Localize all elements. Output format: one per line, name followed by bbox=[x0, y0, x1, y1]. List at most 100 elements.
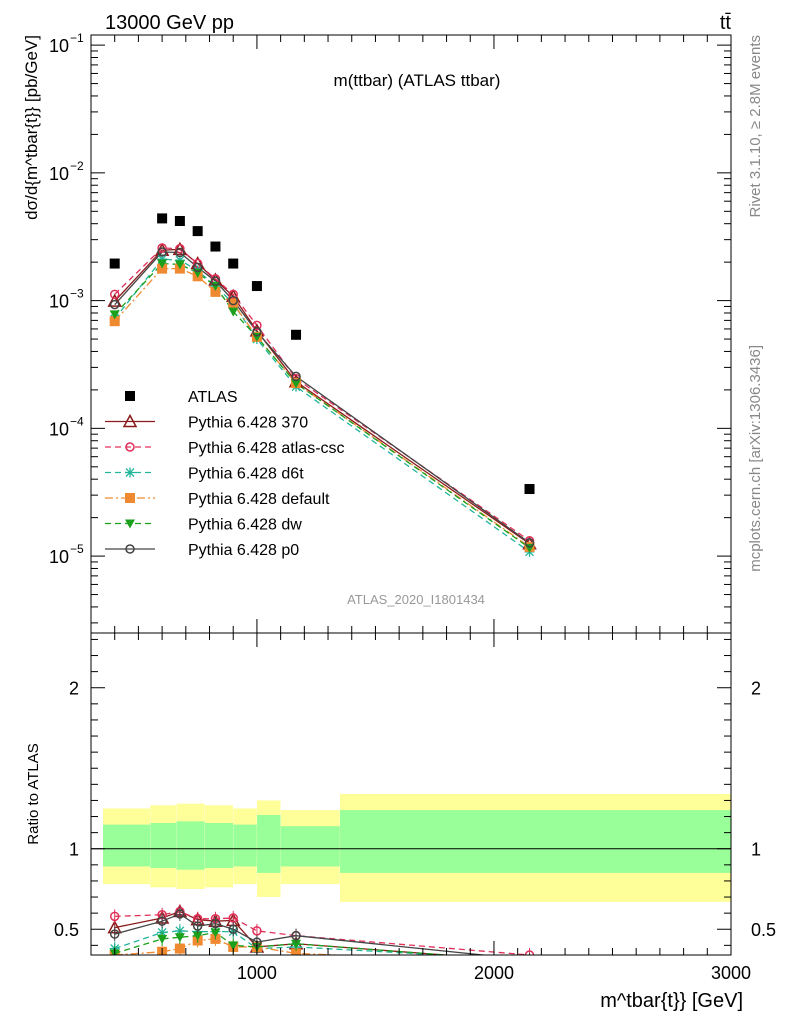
data-point-atlas bbox=[210, 241, 221, 252]
legend-label-p370: Pythia 6.428 370 bbox=[188, 415, 308, 432]
x-tick-label: 2000 bbox=[474, 963, 514, 983]
side-label-rivet: Rivet 3.1.10, ≥ 2.8M events bbox=[747, 35, 764, 218]
ratio-point-default bbox=[291, 948, 302, 955]
data-point-dw bbox=[228, 307, 239, 317]
data-point-p370 bbox=[107, 293, 122, 307]
x-axis-label: m^tbar{t}} [GeV] bbox=[600, 990, 743, 1012]
data-point-p0 bbox=[228, 295, 238, 306]
ratio-point-p0 bbox=[157, 916, 167, 926]
data-point-d6t bbox=[174, 255, 185, 266]
data-point-atlascsc bbox=[228, 289, 238, 300]
y-tick-exponent: −3 bbox=[70, 287, 84, 301]
data-point-atlas bbox=[192, 226, 203, 237]
data-point-p0 bbox=[252, 327, 262, 337]
data-point-p0 bbox=[192, 262, 203, 273]
ratio-point-atlascsc bbox=[252, 926, 262, 936]
ratio-frame bbox=[90, 632, 732, 956]
data-point-atlas bbox=[109, 258, 120, 269]
y-tick-label: 10 bbox=[49, 164, 69, 184]
ratio-point-p370 bbox=[528, 953, 531, 955]
data-point-atlascsc bbox=[175, 243, 185, 254]
legend-label-d6t: Pythia 6.428 d6t bbox=[188, 466, 304, 483]
y-tick-label: 10 bbox=[49, 547, 69, 567]
ratio-point-p0 bbox=[210, 918, 221, 929]
uncertainty-band-inner bbox=[150, 822, 177, 869]
y-axis-label: dσ/d{m^tbar{t}} [pb/GeV] bbox=[22, 35, 41, 220]
uncertainty-band-inner bbox=[340, 810, 731, 873]
data-point-default bbox=[157, 263, 168, 274]
ratio-point-p0 bbox=[192, 921, 203, 931]
data-point-atlas bbox=[251, 281, 262, 292]
main-frame bbox=[90, 34, 732, 634]
series-line-p370 bbox=[114, 248, 530, 545]
ratio-y-tick-label: 1 bbox=[69, 840, 79, 860]
ratio-point-dw bbox=[525, 957, 535, 966]
ratio-y-tick-label: 2 bbox=[69, 679, 79, 699]
legend-marker-p0 bbox=[125, 544, 135, 554]
data-point-atlascsc bbox=[157, 243, 167, 253]
legend-marker-dw bbox=[125, 519, 135, 529]
legend-label-atlas: ATLAS bbox=[188, 389, 238, 406]
series-line-d6t bbox=[114, 258, 530, 553]
legend-marker-d6t bbox=[125, 467, 135, 478]
data-point-dw bbox=[174, 260, 185, 270]
analysis-id-label: ATLAS_2020_I1801434 bbox=[347, 592, 485, 607]
data-point-p0 bbox=[157, 247, 167, 257]
data-point-p0 bbox=[210, 276, 221, 286]
ratio-point-dw bbox=[192, 931, 203, 941]
uncertainty-band-inner bbox=[280, 826, 340, 867]
data-point-atlas bbox=[228, 258, 239, 269]
data-point-p0 bbox=[109, 299, 120, 310]
uncertainty-band-inner bbox=[204, 822, 234, 869]
y-tick-exponent: −1 bbox=[70, 31, 84, 45]
ratio-point-p0 bbox=[109, 929, 120, 939]
data-point-p0 bbox=[291, 371, 301, 382]
y-tick-label: 10 bbox=[49, 36, 69, 56]
ratio-point-dw bbox=[157, 934, 168, 944]
legend-label-default: Pythia 6.428 default bbox=[188, 491, 330, 508]
legend-marker-atlas bbox=[125, 391, 135, 401]
data-point-atlascsc bbox=[109, 289, 120, 300]
y-tick-label: 10 bbox=[49, 292, 69, 312]
ratio-point-default bbox=[525, 958, 535, 968]
data-point-atlas bbox=[174, 215, 185, 226]
data-point-default bbox=[109, 316, 120, 327]
y-tick-exponent: −5 bbox=[70, 542, 84, 556]
ratio-y-tick-label-right: 0.5 bbox=[751, 920, 776, 940]
plot-title: m(ttbar) (ATLAS ttbar) bbox=[334, 71, 501, 90]
data-point-dw bbox=[157, 259, 168, 269]
uncertainty-band-inner bbox=[103, 824, 151, 867]
legend-label-p0: Pythia 6.428 p0 bbox=[188, 542, 299, 559]
legend-label-dw: Pythia 6.428 dw bbox=[188, 517, 302, 534]
x-tick-label: 1000 bbox=[237, 963, 277, 983]
ratio-point-dw bbox=[291, 939, 302, 949]
data-point-atlas bbox=[524, 484, 535, 495]
header-right-label: tt̄ bbox=[720, 12, 732, 34]
y-tick-exponent: −2 bbox=[70, 159, 84, 173]
ratio-point-atlascsc bbox=[228, 913, 238, 923]
data-point-atlas bbox=[157, 213, 168, 224]
series-line-atlascsc bbox=[114, 247, 530, 542]
ratio-y-tick-label-right: 1 bbox=[751, 840, 761, 860]
series-line-dw bbox=[114, 262, 530, 549]
ratio-point-atlascsc bbox=[524, 950, 535, 955]
ratio-point-p0 bbox=[228, 924, 238, 934]
ratio-point-p0 bbox=[526, 956, 534, 964]
ratio-point-default bbox=[174, 943, 185, 954]
ratio-y-tick-label-right: 2 bbox=[751, 679, 761, 699]
y-tick-label: 10 bbox=[49, 419, 69, 439]
ratio-point-p0 bbox=[291, 930, 301, 941]
legend-marker-default bbox=[125, 493, 135, 503]
ratio-point-dw bbox=[228, 941, 239, 951]
uncertainty-band-inner bbox=[176, 821, 205, 870]
ratio-point-dw bbox=[174, 933, 185, 943]
data-point-p0 bbox=[175, 247, 185, 258]
uncertainty-band-inner bbox=[233, 824, 257, 867]
y-tick-exponent: −4 bbox=[70, 414, 84, 428]
legend-label-atlascsc: Pythia 6.428 atlas-csc bbox=[188, 440, 345, 457]
ratio-panel: 0.5 0.5 1 1 2 2 1000 2000 3000 Ratio to ATLAS m^tb… bbox=[25, 632, 776, 1012]
legend-marker-atlascsc bbox=[125, 442, 135, 452]
side-label-mcplots: mcplots.cern.ch [arXiv:1306.3436] bbox=[747, 345, 764, 572]
data-point-default bbox=[228, 298, 239, 309]
